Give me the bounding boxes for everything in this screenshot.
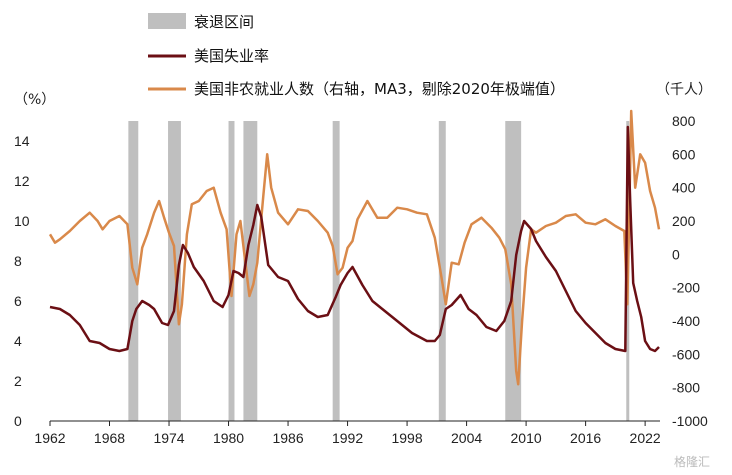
legend-item-payrolls: 美国非农就业人数（右轴，MA3，剔除2020年极端值）	[148, 80, 565, 98]
right-tick-label-1: -800	[672, 380, 700, 396]
x-tick-label-10: 2022	[630, 430, 661, 446]
right-tick-label-2: -600	[672, 346, 700, 362]
right-axis: -1000 -800 -600 -400 -200 0 200 400 600 800	[672, 113, 708, 429]
watermark: 格隆汇	[674, 454, 710, 469]
right-tick-label-9: 800	[672, 113, 696, 129]
legend-item-unemployment: 美国失业率	[148, 47, 269, 65]
left-tick-label-1: 2	[14, 373, 22, 389]
left-tick-label-0: 0	[14, 413, 22, 429]
x-tick-label-0: 1962	[34, 430, 65, 446]
right-tick-label-0: -1000	[672, 413, 708, 429]
legend-label-recession: 衰退区间	[194, 13, 254, 31]
recession-layer	[128, 121, 630, 421]
legend: 衰退区间 美国失业率 美国非农就业人数（右轴，MA3，剔除2020年极端值）	[148, 13, 565, 98]
legend-swatch-recession	[148, 13, 186, 29]
right-tick-label-3: -400	[672, 313, 700, 329]
legend-label-payrolls: 美国非农就业人数（右轴，MA3，剔除2020年极端值）	[194, 80, 565, 98]
right-tick-label-4: -200	[672, 280, 700, 296]
x-tick-label-4: 1986	[272, 430, 303, 446]
left-tick-label-7: 14	[14, 133, 30, 149]
left-tick-label-2: 4	[14, 333, 22, 349]
series-layer	[48, 109, 661, 386]
right-axis-unit: （千人）	[656, 82, 712, 98]
series-line-unemployment	[49, 125, 660, 353]
recession-band-5	[438, 121, 446, 421]
recession-band-2	[228, 121, 235, 421]
right-tick-label-6: 200	[672, 213, 696, 229]
x-tick-label-6: 1998	[391, 430, 422, 446]
right-tick-label-8: 600	[672, 146, 696, 162]
series-line-payrolls	[48, 109, 661, 386]
x-tick-label-1: 1968	[94, 430, 125, 446]
x-tick-label-7: 2004	[451, 430, 482, 446]
x-tick-label-8: 2010	[511, 430, 542, 446]
left-tick-label-6: 12	[14, 173, 30, 189]
left-tick-label-5: 10	[14, 213, 30, 229]
left-tick-label-4: 8	[14, 253, 22, 269]
recession-band-3	[243, 121, 258, 421]
left-axis: 0 2 4 6 8 10 12 14	[14, 133, 30, 429]
recession-band-6	[505, 121, 522, 421]
x-tick-label-9: 2016	[570, 430, 601, 446]
left-tick-label-3: 6	[14, 293, 22, 309]
right-tick-label-5: 0	[672, 246, 680, 262]
x-tick-label-2: 1974	[153, 430, 184, 446]
right-tick-label-7: 400	[672, 180, 696, 196]
x-axis: 1962 1968 1974 1980 1986 1992 1998 2004 2010 2016…	[34, 421, 661, 446]
left-axis-unit: （%）	[14, 92, 55, 108]
legend-label-unemployment: 美国失业率	[194, 47, 269, 65]
legend-item-recession: 衰退区间	[148, 13, 254, 31]
x-tick-label-5: 1992	[332, 430, 363, 446]
x-tick-label-3: 1980	[213, 430, 244, 446]
